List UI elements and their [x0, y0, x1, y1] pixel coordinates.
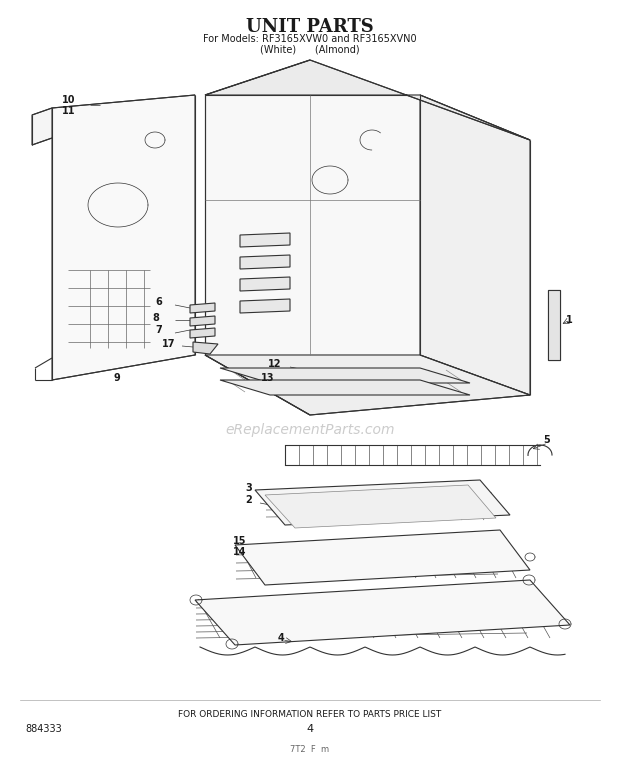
- Polygon shape: [548, 290, 560, 360]
- Polygon shape: [240, 299, 290, 313]
- Polygon shape: [52, 95, 195, 380]
- Text: 4: 4: [306, 724, 314, 734]
- Polygon shape: [205, 355, 530, 415]
- Text: 4: 4: [278, 633, 285, 643]
- Polygon shape: [240, 255, 290, 269]
- Polygon shape: [240, 277, 290, 291]
- Text: 8: 8: [152, 313, 159, 323]
- Text: eReplacementParts.com: eReplacementParts.com: [225, 423, 395, 437]
- Text: 6: 6: [155, 297, 162, 307]
- Polygon shape: [255, 480, 510, 525]
- Polygon shape: [190, 316, 215, 326]
- Text: 3: 3: [245, 483, 252, 493]
- Polygon shape: [220, 368, 470, 383]
- Text: 9: 9: [113, 373, 120, 383]
- Polygon shape: [193, 342, 218, 354]
- Text: 884333: 884333: [25, 724, 62, 734]
- Polygon shape: [190, 328, 215, 338]
- Polygon shape: [220, 380, 470, 395]
- Text: (White)      (Almond): (White) (Almond): [260, 44, 360, 54]
- Text: 15: 15: [233, 536, 247, 546]
- Text: For Models: RF3165XVW0 and RF3165XVN0: For Models: RF3165XVW0 and RF3165XVN0: [203, 34, 417, 44]
- Text: 13: 13: [261, 373, 275, 383]
- Text: 17: 17: [162, 339, 175, 349]
- Polygon shape: [240, 233, 290, 247]
- Polygon shape: [195, 580, 570, 645]
- Polygon shape: [205, 60, 530, 140]
- Text: 12: 12: [268, 359, 281, 369]
- Text: 7T2  F  m: 7T2 F m: [290, 745, 330, 754]
- Text: FOR ORDERING INFORMATION REFER TO PARTS PRICE LIST: FOR ORDERING INFORMATION REFER TO PARTS …: [179, 710, 441, 719]
- Text: 14: 14: [233, 547, 247, 557]
- Text: UNIT PARTS: UNIT PARTS: [246, 18, 374, 36]
- Text: 10: 10: [62, 95, 76, 105]
- Polygon shape: [265, 485, 496, 528]
- Polygon shape: [32, 108, 52, 145]
- Text: 11: 11: [62, 106, 76, 116]
- Text: 2: 2: [245, 495, 252, 505]
- Text: 5: 5: [543, 435, 550, 445]
- Text: 1: 1: [566, 315, 573, 325]
- Polygon shape: [235, 530, 530, 585]
- Polygon shape: [205, 95, 420, 355]
- Text: 7: 7: [155, 325, 162, 335]
- Polygon shape: [420, 95, 530, 395]
- Polygon shape: [190, 303, 215, 313]
